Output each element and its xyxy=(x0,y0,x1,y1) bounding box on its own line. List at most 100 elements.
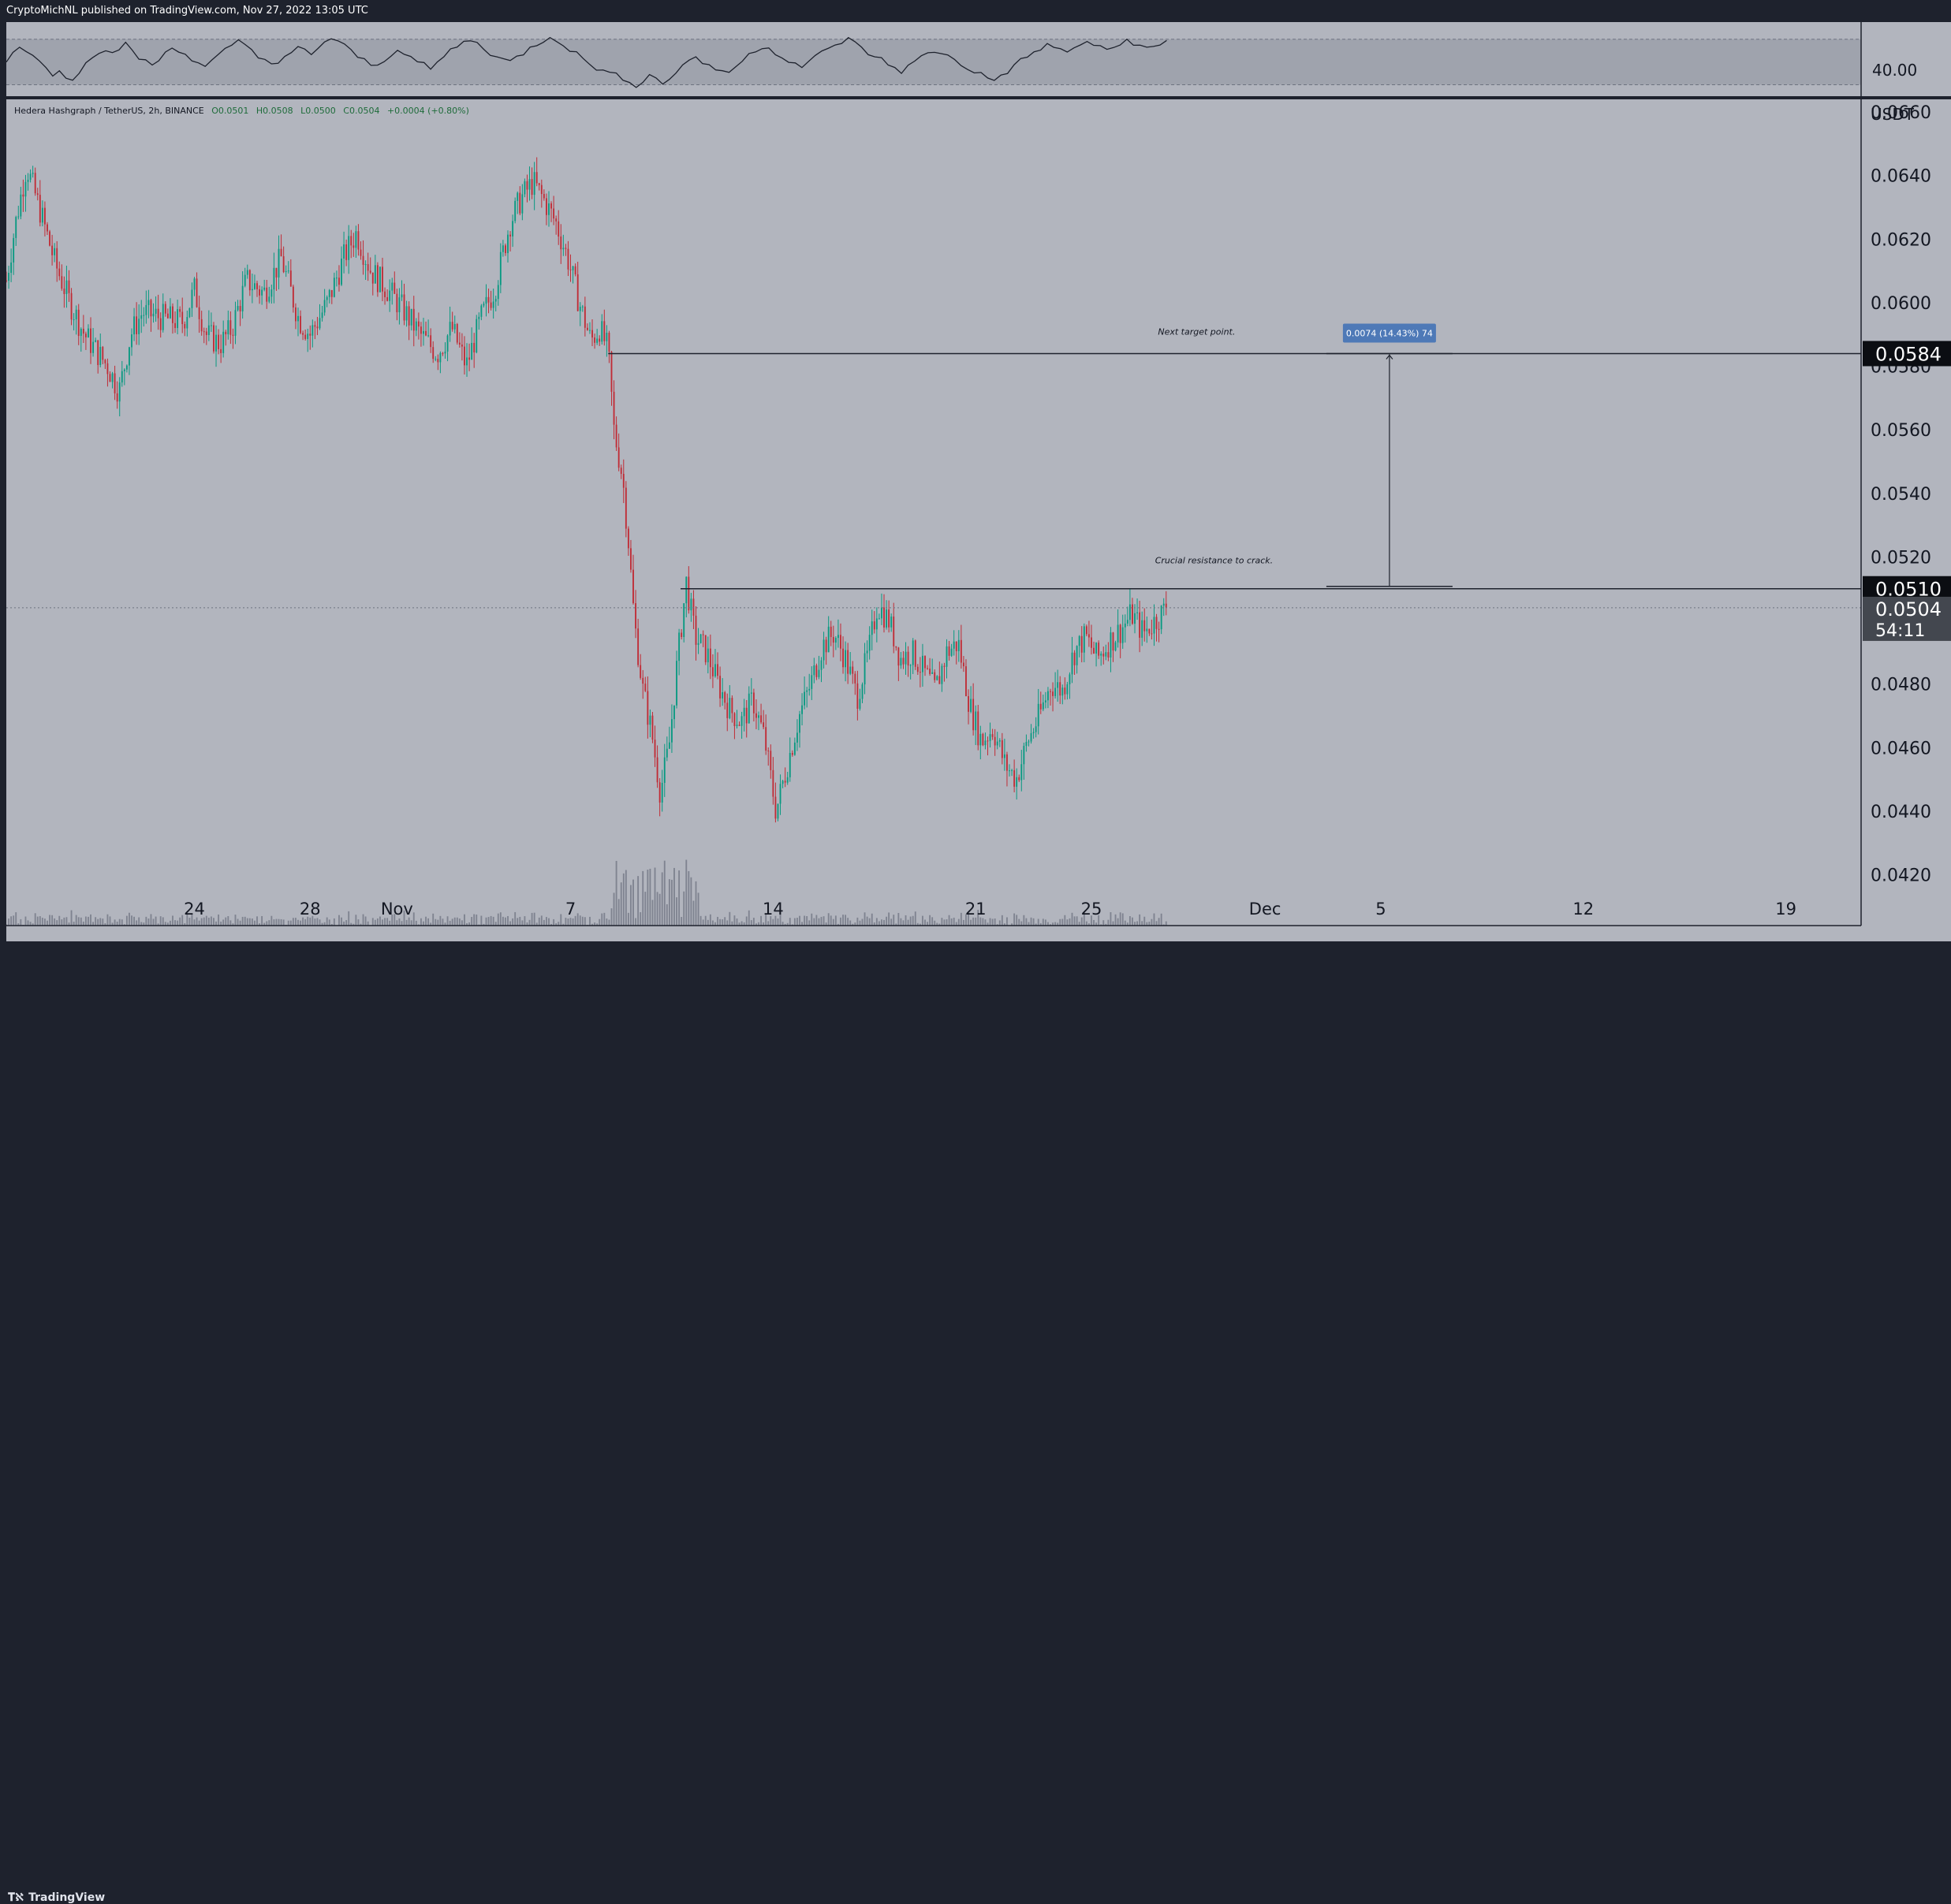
volume-bar xyxy=(789,918,791,926)
candle-body xyxy=(99,347,101,365)
candle-body xyxy=(842,649,844,668)
volume-bar xyxy=(1136,921,1138,926)
candle-body xyxy=(28,180,29,182)
time-tick-label: 24 xyxy=(184,900,205,918)
candle-body xyxy=(242,286,244,311)
chart-svg[interactable]: 40.00 Next target point. Crucial resista… xyxy=(6,22,1951,941)
volume-bar xyxy=(153,918,155,926)
candle-body xyxy=(849,667,851,674)
candle-body xyxy=(408,306,410,325)
volume-bar xyxy=(1132,918,1133,926)
candle-body xyxy=(876,618,878,629)
volume-bar xyxy=(1156,921,1158,926)
candle-body xyxy=(498,285,499,299)
pane-separator xyxy=(6,96,1951,99)
current-price-tag: 0.0504 54:11 xyxy=(1863,597,1951,641)
candle-body xyxy=(172,307,173,323)
candle-body xyxy=(860,699,861,709)
candle-body xyxy=(837,635,839,638)
candle-body xyxy=(1166,604,1167,608)
volume-bar xyxy=(655,867,656,926)
volume-bar xyxy=(982,918,983,926)
volume-bar xyxy=(946,919,948,926)
candle-body xyxy=(992,734,994,737)
volume-bar xyxy=(297,920,299,926)
volume-bar xyxy=(174,920,176,926)
volume-bar xyxy=(309,918,311,926)
volume-bar xyxy=(1072,913,1073,926)
volume-bar xyxy=(276,919,278,926)
candle-body xyxy=(958,640,960,651)
candle-body xyxy=(953,642,955,649)
candle-body xyxy=(685,577,687,604)
candle-body xyxy=(587,328,588,330)
price-scale[interactable] xyxy=(1861,99,1951,926)
candle-body xyxy=(922,656,923,673)
measure-label: 0.0074 (14.43%) 74 xyxy=(1346,328,1433,338)
resistance-annotation: Crucial resistance to crack. xyxy=(1155,556,1273,566)
volume-bar xyxy=(963,920,964,926)
volume-bar xyxy=(507,916,509,926)
publish-info: CryptoMichNL published on TradingView.co… xyxy=(6,5,368,17)
volume-bar xyxy=(151,914,152,926)
volume-bar xyxy=(1006,917,1008,926)
volume-bar xyxy=(903,920,905,926)
candle-body xyxy=(1095,643,1097,654)
candle-body xyxy=(372,273,374,284)
candle-body xyxy=(517,193,518,201)
candle-body xyxy=(1031,733,1032,742)
volume-bar xyxy=(577,913,579,926)
candle-body xyxy=(343,244,345,259)
volume-bar xyxy=(131,915,132,926)
volume-bar xyxy=(329,919,330,926)
volume-bar xyxy=(162,917,164,926)
volume-bar xyxy=(85,917,87,926)
volume-bar xyxy=(1064,915,1065,926)
chart-frame[interactable]: 40.00 Next target point. Crucial resista… xyxy=(6,22,1951,941)
candle-body xyxy=(454,324,456,330)
volume-bar xyxy=(35,913,36,926)
volume-bar xyxy=(828,913,830,926)
candle-body xyxy=(1102,654,1104,657)
candle-body xyxy=(664,758,666,783)
volume-bar xyxy=(737,918,738,926)
time-axis[interactable] xyxy=(6,926,1861,941)
candle-body xyxy=(95,341,96,342)
volume-bar xyxy=(256,916,258,926)
candle-body xyxy=(881,607,882,618)
candle-body xyxy=(1132,605,1133,624)
volume-bar xyxy=(941,918,942,926)
candle-body xyxy=(755,714,757,718)
volume-bar xyxy=(28,920,29,926)
volume-bar xyxy=(1139,915,1140,926)
candle-body xyxy=(856,684,858,709)
candle-body xyxy=(56,248,58,269)
volume-bar xyxy=(268,920,270,926)
candle-body xyxy=(261,290,263,296)
candle-body xyxy=(348,236,349,259)
candle-body xyxy=(770,751,771,770)
volume-bar xyxy=(37,917,39,926)
volume-bar xyxy=(345,920,347,926)
candle-body xyxy=(51,246,53,255)
candle-body xyxy=(143,315,144,316)
volume-bar xyxy=(543,920,545,926)
candle-body xyxy=(580,307,581,311)
price-tick-label: 0.0520 xyxy=(1871,548,1931,568)
candle-body xyxy=(782,781,784,784)
candle-body xyxy=(370,270,371,272)
volume-bar xyxy=(314,918,315,926)
price-tick-label: 0.0640 xyxy=(1871,167,1931,187)
candle-body xyxy=(534,172,535,195)
volume-bar xyxy=(1158,918,1160,926)
candle-body xyxy=(80,329,82,336)
candle-body xyxy=(883,607,885,627)
candle-body xyxy=(835,638,837,643)
volume-bar xyxy=(61,919,62,926)
ohlc-open: O0.0501 xyxy=(211,106,248,116)
candle-body xyxy=(936,676,938,680)
volume-bar xyxy=(1107,920,1109,926)
candle-body xyxy=(536,172,538,183)
candle-body xyxy=(678,632,680,661)
